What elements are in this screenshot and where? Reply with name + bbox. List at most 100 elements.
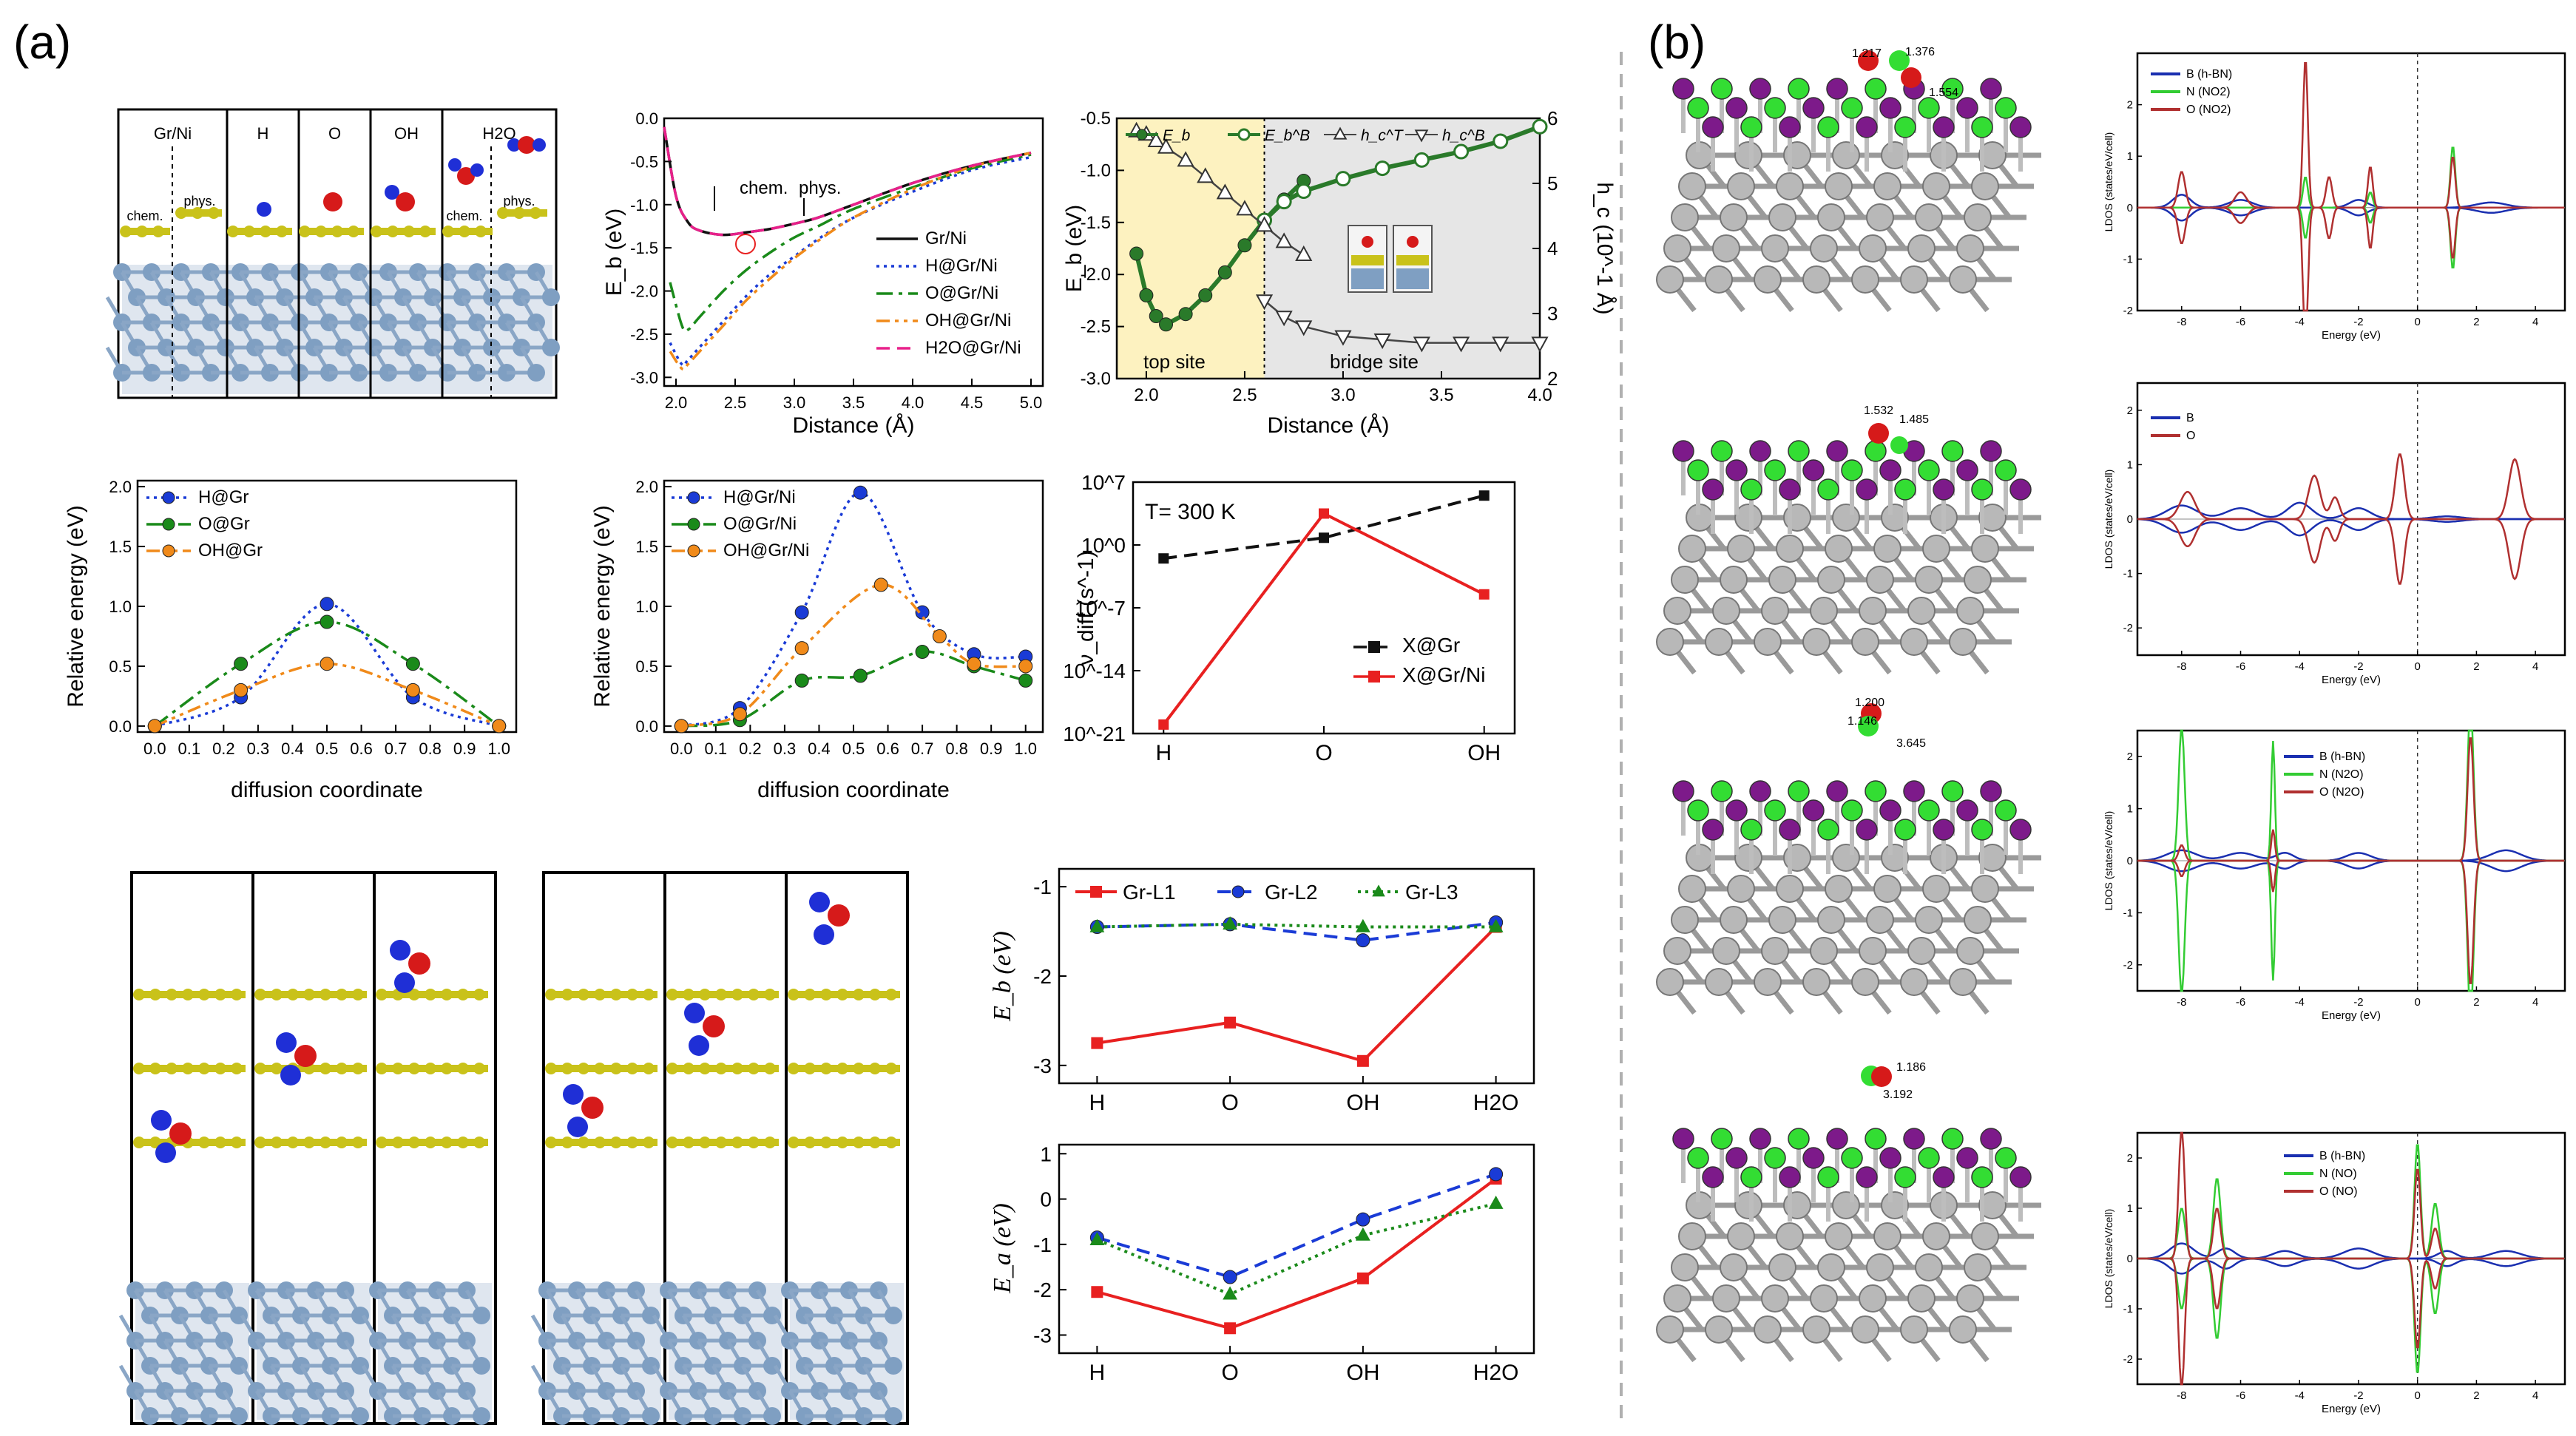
ldos-curve-down [2137, 859, 2565, 992]
n-atom [1865, 780, 1887, 802]
graphene-atom [666, 989, 678, 1000]
plot-frame [663, 479, 1044, 734]
graphene-atom [348, 226, 359, 237]
metal-atom [1817, 566, 1845, 594]
inset-atom [1407, 236, 1419, 248]
panel-label-a: (a) [13, 16, 72, 69]
x-tick-label: 0.0 [670, 739, 693, 758]
n-atom [1711, 1128, 1733, 1150]
data-point [794, 605, 809, 620]
structure-label: Gr/Ni [154, 124, 192, 143]
graphene-atom [578, 1063, 589, 1074]
n-atom [1971, 478, 1993, 501]
graphene-atom [231, 1137, 243, 1148]
n-atom [1740, 478, 1762, 501]
y-tick-label: -2 [2123, 305, 2133, 317]
data-point [1492, 133, 1509, 149]
x-tick-label: -4 [2295, 660, 2305, 673]
graphene-atom [869, 1063, 881, 1074]
graphene-atom [666, 1137, 678, 1148]
y2-tick-label: 2 [1547, 368, 1558, 390]
graphene-atom [869, 1137, 881, 1148]
y-tick-label: -2.5 [1081, 317, 1111, 337]
graphene-atom [260, 226, 271, 237]
metal-atom [1825, 1222, 1853, 1250]
metal-atom [1754, 628, 1782, 656]
graphene-atom [166, 1063, 178, 1074]
b-atom [1802, 1147, 1825, 1169]
graphene-atom [459, 226, 470, 237]
metal-atom [1978, 1191, 2007, 1219]
graphene-atom [643, 1137, 655, 1148]
x-axis-label: Distance (Å) [792, 413, 914, 438]
n-atom [1687, 97, 1709, 119]
metal-atom [1705, 968, 1733, 996]
y-tick-label: 10^-7 [1075, 597, 1126, 620]
h-atom [567, 1117, 588, 1137]
o-atom [457, 167, 475, 185]
h-atom [155, 1142, 176, 1163]
b-atom [1933, 478, 1955, 501]
h-atom [563, 1084, 584, 1105]
graphene-atom [320, 1063, 331, 1074]
series-line-xgrni [1162, 511, 1485, 726]
y-axis-label: LDOS (states/eV/cell) [2103, 811, 2114, 911]
data-point [1159, 317, 1174, 332]
metal-atom [1768, 1253, 1796, 1281]
legend-label: OH@Gr [198, 541, 263, 560]
data-point [234, 683, 249, 697]
x-axis-label: Energy (eV) [2322, 1009, 2381, 1022]
graphene-atom [748, 1063, 760, 1074]
y-tick-label: 0.5 [635, 657, 658, 676]
metal-atom [1734, 504, 1762, 532]
y-tick-label: 0.0 [635, 717, 658, 736]
metal-atom [1810, 234, 1838, 263]
graphene-atom [425, 1137, 436, 1148]
data-point [1356, 1272, 1369, 1284]
metal-atom [1956, 234, 1984, 263]
n-atom [1788, 440, 1810, 462]
h-atom [257, 202, 271, 217]
graphene-atom [271, 1063, 283, 1074]
graphene-atom [853, 989, 865, 1000]
data-point [1295, 245, 1313, 261]
y-tick-label: 1.5 [109, 538, 132, 556]
graphene-atom [287, 1137, 299, 1148]
graphene-atom [715, 1063, 727, 1074]
o-atom [1901, 67, 1921, 88]
graphene-atom [836, 1063, 848, 1074]
metal-atom [1851, 628, 1879, 656]
graphene-atom [764, 1063, 776, 1074]
graphene-atom [836, 1137, 848, 1148]
temperature-label: T= 300 K [1145, 500, 1236, 524]
x-tick-label: OH [1346, 1361, 1379, 1385]
plot-frame [2136, 52, 2566, 312]
metal-atom [1873, 875, 1901, 903]
metal-atom [1956, 597, 1984, 625]
graphene-atom [475, 226, 487, 237]
graphene-atom [715, 989, 727, 1000]
graphene-atom [166, 989, 178, 1000]
graphene-atom [198, 1137, 210, 1148]
chart-diffusion_gr: 0.0 0.1 0.2 0.3 0.4 0.5 0.6 0.7 0.8 0.9 1.0 0.0 0.5 1… [64, 478, 518, 802]
data-point [1216, 183, 1234, 200]
graphene-atom [149, 1137, 161, 1148]
b-atom [1980, 440, 2002, 462]
metal-atom [1964, 203, 1992, 231]
y-tick-label: 1 [2127, 458, 2133, 471]
graphene-atom [403, 226, 415, 237]
data-point [1149, 309, 1163, 324]
h-atom [809, 892, 830, 912]
x-tick-label: -8 [2177, 660, 2186, 673]
graphene-atom [820, 1137, 832, 1148]
metal-atom [1949, 628, 1977, 656]
data-point [1089, 918, 1105, 932]
y-tick-label: 10^7 [1081, 471, 1126, 494]
legend-label: O (N2O) [2319, 786, 2364, 799]
h-atom [533, 138, 546, 152]
metal-atom [1907, 597, 1936, 625]
x-tick-label: 2.5 [724, 393, 747, 412]
